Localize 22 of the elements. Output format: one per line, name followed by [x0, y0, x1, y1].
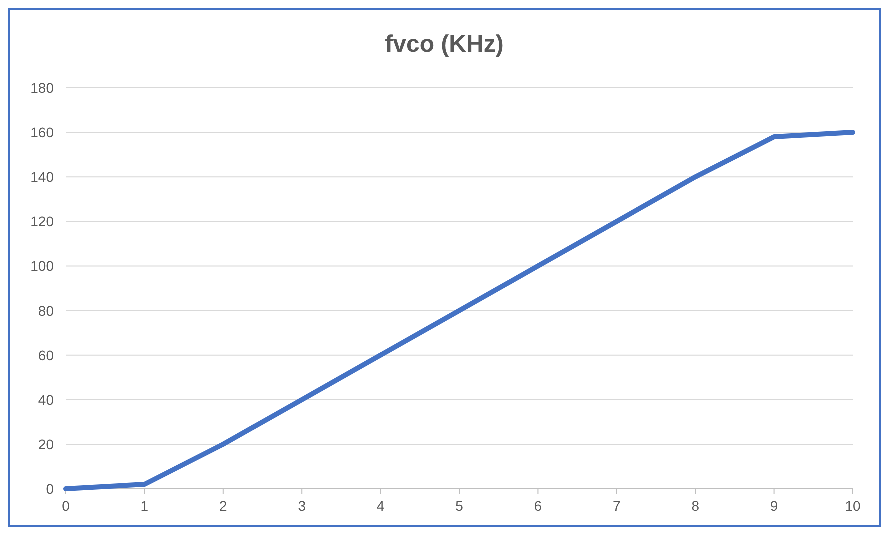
y-tick-label: 160	[30, 124, 54, 141]
x-tick-label: 8	[692, 498, 700, 514]
x-tick-label: 5	[456, 498, 464, 514]
x-tick-label: 4	[376, 498, 385, 514]
x-tick-label: 0	[62, 498, 70, 514]
x-tick-label: 6	[534, 498, 542, 514]
y-tick-label: 140	[30, 169, 54, 186]
y-tick-label: 80	[38, 302, 54, 319]
x-tick-label: 10	[845, 498, 861, 514]
x-tick-label: 2	[220, 498, 228, 514]
y-tick-label: 120	[30, 214, 54, 230]
x-tick-label: 7	[613, 498, 621, 514]
x-tick-label: 9	[770, 498, 778, 514]
x-tick-label: 1	[140, 498, 149, 514]
x-tick-label: 3	[298, 498, 306, 514]
y-tick-label: 180	[30, 80, 54, 96]
chart-title: fvco (KHz)	[385, 31, 504, 58]
y-tick-label: 60	[38, 347, 54, 364]
y-tick-label: 100	[30, 258, 54, 274]
y-tick-label: 0	[46, 481, 54, 497]
y-tick-label: 20	[38, 436, 54, 452]
y-tick-label: 40	[38, 392, 54, 408]
